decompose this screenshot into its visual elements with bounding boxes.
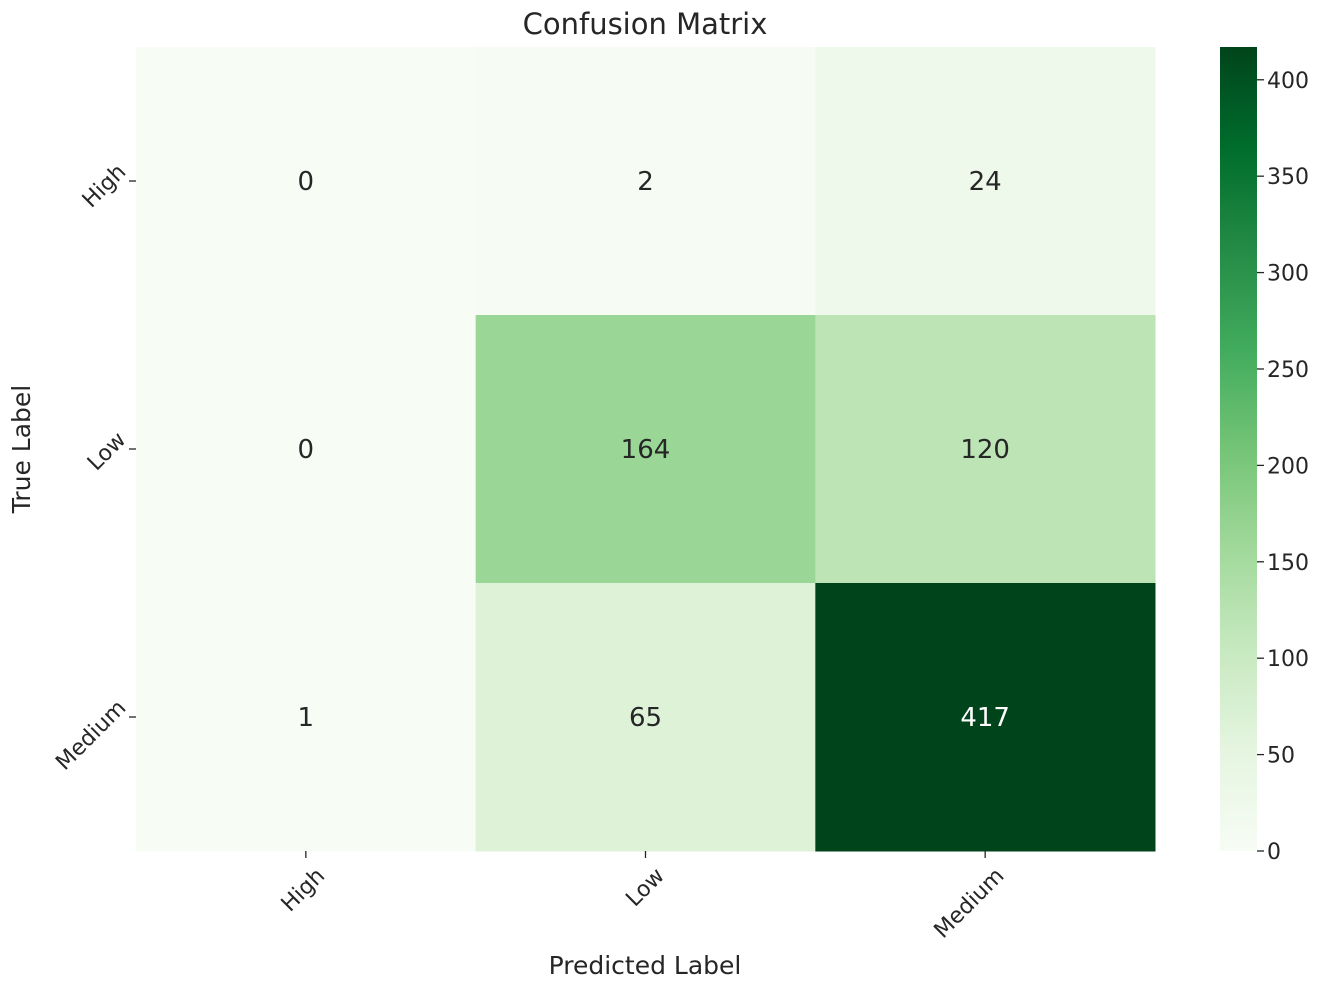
x-axis-label: Predicted Label: [549, 951, 742, 980]
colorbar-tick-label: 150: [1267, 551, 1309, 576]
cell-annotations: 0 2 24 0 164 120 1 65 417: [298, 167, 1010, 733]
colorbar-tick-label: 400: [1267, 69, 1309, 94]
heatmap-cell: [136, 315, 477, 584]
x-tick-label: Medium: [930, 864, 1010, 944]
chart-title: Confusion Matrix: [523, 7, 768, 41]
x-axis: High Low Medium: [277, 851, 1010, 944]
y-axis: High Low Medium: [51, 160, 136, 776]
y-tick-label: Low: [83, 428, 131, 476]
cell-value-label: 1: [298, 703, 315, 733]
heatmap-cells: [136, 47, 1156, 852]
y-tick-label: High: [78, 160, 131, 213]
heatmap-cell: [475, 583, 816, 852]
cell-value-label: 164: [621, 435, 671, 465]
colorbar-tick-label: 350: [1267, 165, 1309, 190]
colorbar-tick-label: 200: [1267, 454, 1309, 479]
y-axis-label: True Label: [7, 385, 36, 515]
colorbar: 0 50 100 150 200 250 300 350 400: [1220, 47, 1309, 865]
heatmap-cell: [475, 47, 816, 316]
x-tick-label: Low: [621, 864, 669, 912]
colorbar-tick-label: 0: [1267, 840, 1281, 865]
heatmap-cell: [815, 583, 1156, 852]
heatmap-cell: [815, 47, 1156, 316]
cell-value-label: 24: [969, 167, 1002, 197]
cell-value-label: 417: [960, 703, 1010, 733]
colorbar-gradient: [1220, 47, 1257, 851]
heatmap-cell: [475, 315, 816, 584]
heatmap-cell: [136, 47, 477, 316]
cell-value-label: 120: [960, 435, 1010, 465]
colorbar-tick-label: 300: [1267, 262, 1309, 287]
cell-value-label: 2: [637, 167, 654, 197]
cell-value-label: 65: [629, 703, 662, 733]
colorbar-tick-label: 250: [1267, 358, 1309, 383]
colorbar-tick-label: 100: [1267, 647, 1309, 672]
cell-value-label: 0: [298, 435, 315, 465]
y-tick-label: Medium: [51, 696, 131, 776]
heatmap-cell: [815, 315, 1156, 584]
cell-value-label: 0: [298, 167, 315, 197]
colorbar-tick-label: 50: [1267, 744, 1295, 769]
heatmap-cell: [136, 583, 477, 852]
x-tick-label: High: [277, 864, 330, 917]
